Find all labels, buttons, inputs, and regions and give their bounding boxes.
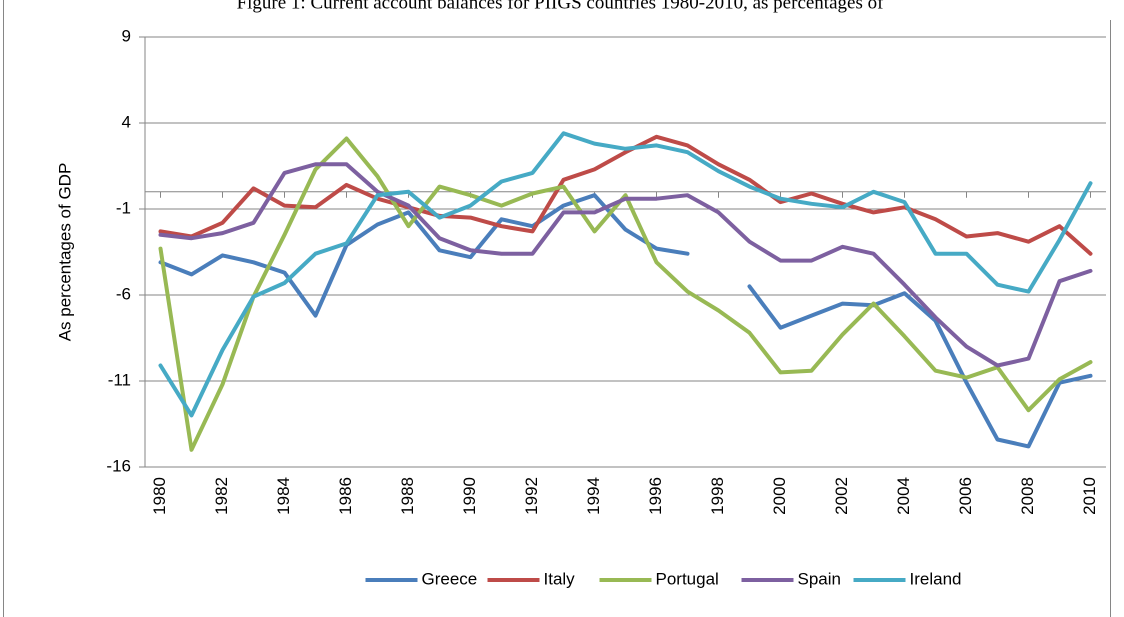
x-tick-label: 1996	[646, 477, 665, 515]
x-tick-label: 2008	[1018, 477, 1037, 515]
legend-item: Italy	[487, 569, 576, 588]
legend-label: Spain	[798, 569, 841, 588]
x-tick-label: 1988	[398, 477, 417, 515]
series-line	[158, 193, 690, 318]
series-line	[158, 134, 1093, 256]
series-line	[158, 136, 1093, 452]
x-tick-label: 2004	[894, 477, 913, 515]
x-tick-label: 2006	[956, 477, 975, 515]
legend: Greece Italy Portugal Spain Ireland	[365, 569, 962, 588]
legend-label: Ireland	[910, 569, 962, 588]
x-tick-label: 1990	[460, 477, 479, 515]
legend-label: Portugal	[656, 569, 719, 588]
x-tick-label: 1994	[584, 477, 603, 515]
x-tick-label: 1998	[708, 477, 727, 515]
legend-label: Greece	[422, 569, 478, 588]
y-tick-label: -6	[116, 284, 131, 303]
x-tick-label: 1982	[212, 477, 231, 515]
y-tick-label: -11	[108, 370, 131, 389]
legend-label: Italy	[544, 569, 576, 588]
chart-title: Figure 1: Current account balances for P…	[237, 0, 885, 13]
x-tick-label: 1980	[150, 477, 169, 515]
x-tick-label: 2010	[1080, 477, 1099, 515]
legend-item: Spain	[741, 569, 841, 588]
x-tick-label: 2000	[770, 477, 789, 515]
legend-item: Ireland	[853, 569, 962, 588]
y-tick-label: 4	[122, 112, 131, 131]
y-tick-label: 9	[122, 26, 131, 45]
y-tick-label: -1	[116, 198, 131, 217]
y-tick-label: -16	[106, 456, 131, 475]
x-tick-label: 1984	[274, 477, 293, 515]
x-tick-label: 1986	[336, 477, 355, 515]
x-tick-label: 2002	[832, 477, 851, 515]
series-line	[747, 284, 1093, 449]
x-tick-label: 1992	[522, 477, 541, 515]
legend-item: Greece	[365, 569, 478, 588]
y-axis-label: As percentages of GDP	[55, 163, 74, 342]
legend-item: Portugal	[599, 569, 719, 588]
series-line	[158, 131, 1093, 418]
series-line	[158, 162, 1093, 368]
